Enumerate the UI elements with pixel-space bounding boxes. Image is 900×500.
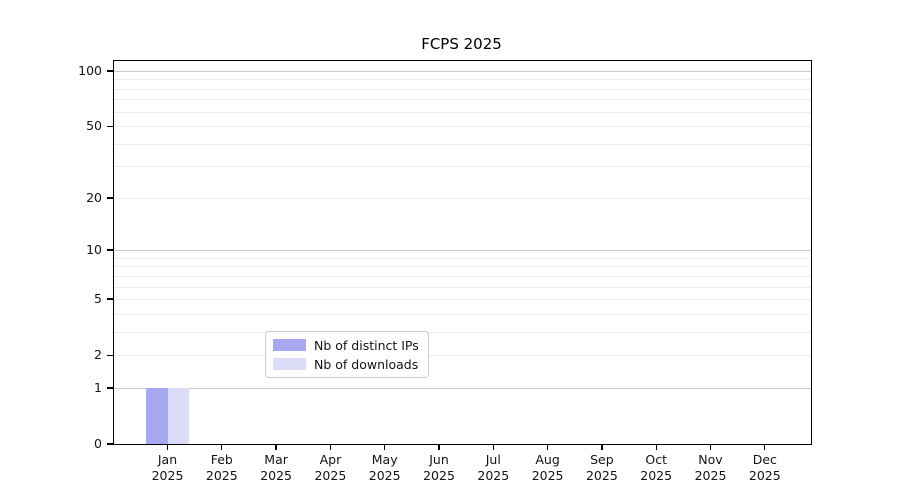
x-tick-mark	[438, 444, 440, 450]
x-tick-label: Aug 2025	[531, 452, 564, 483]
y-tick-mark	[106, 249, 113, 251]
x-tick-mark	[601, 444, 603, 450]
gridline-minor	[114, 166, 811, 168]
gridline-major	[114, 250, 811, 252]
x-tick-mark	[764, 444, 766, 450]
x-tick-mark	[166, 444, 169, 450]
y-tick-mark	[106, 70, 113, 72]
x-tick-mark	[275, 444, 277, 450]
x-tick-label: Sep 2025	[585, 452, 618, 483]
y-tick-label: 2	[94, 347, 102, 363]
y-tick-label: 5	[94, 291, 102, 307]
plot-area: 0 1 2 5 10 20 50 100 Jan 2025 Feb 2025 Mar 2025 Apr…	[78, 60, 812, 483]
gridline-minor	[114, 197, 811, 199]
x-tick-mark	[709, 444, 712, 450]
legend-label: Nb of downloads	[314, 356, 419, 372]
x-tick-mark	[384, 444, 386, 450]
x-tick-mark	[655, 444, 657, 450]
gridline-minor	[114, 99, 811, 101]
chart-title: FCPS 2025	[421, 35, 502, 53]
gridline-minor	[114, 79, 811, 81]
bar-nb-of-downloads	[167, 387, 189, 444]
legend-item: Nb of downloads	[273, 356, 419, 372]
gridline-minor	[114, 126, 811, 128]
y-tick-mark	[106, 298, 113, 300]
y-tick-label: 0	[94, 436, 102, 451]
legend: Nb of distinct IPs Nb of downloads	[265, 331, 429, 378]
y-tick-label: 50	[86, 118, 102, 134]
gridline-minor	[114, 275, 811, 277]
y-tick-mark	[106, 197, 113, 199]
bar-nb-of-distinct-ips	[146, 387, 168, 444]
x-tick-label: Feb 2025	[205, 452, 238, 483]
gridline-major	[114, 70, 811, 72]
gridline-minor	[114, 299, 811, 301]
x-tick-label: Jun 2025	[423, 452, 455, 483]
gridline-minor	[114, 111, 811, 113]
x-tick-label: May 2025	[368, 452, 401, 483]
legend-label: Nb of distinct IPs	[314, 337, 419, 353]
x-tick-mark	[492, 444, 494, 450]
x-tick-label: Mar 2025	[260, 452, 292, 483]
gridline-minor	[114, 266, 811, 268]
y-tick-label: 20	[86, 189, 102, 205]
x-tick-label: Nov 2025	[694, 452, 727, 483]
y-tick-mark	[106, 125, 113, 127]
gridline-minor	[114, 313, 811, 315]
x-tick-label: Oct 2025	[640, 452, 673, 483]
x-tick-label: Dec 2025	[748, 452, 781, 483]
x-tick-mark	[546, 444, 549, 450]
y-tick-label: 10	[86, 242, 102, 258]
x-tick-label: Jul 2025	[477, 452, 510, 483]
gridline-minor	[114, 257, 811, 259]
y-tick-mark	[106, 387, 113, 389]
y-tick-label: 1	[94, 379, 102, 395]
legend-item: Nb of distinct IPs	[273, 337, 419, 353]
legend-swatch	[273, 339, 306, 351]
gridline-minor	[114, 88, 811, 90]
gridline-minor	[114, 355, 811, 357]
gridline-minor	[114, 331, 811, 333]
x-tick-mark	[221, 444, 223, 450]
y-tick-label: 100	[78, 62, 102, 78]
gridline-minor	[114, 286, 811, 288]
gridline-minor	[114, 143, 811, 145]
y-tick-mark	[106, 443, 113, 445]
gridline-major	[114, 387, 811, 389]
legend-swatch	[273, 358, 306, 370]
x-tick-label: Jan 2025	[151, 452, 184, 483]
x-tick-mark	[329, 444, 332, 450]
x-tick-label: Apr 2025	[314, 452, 347, 483]
y-tick-mark	[106, 354, 113, 356]
